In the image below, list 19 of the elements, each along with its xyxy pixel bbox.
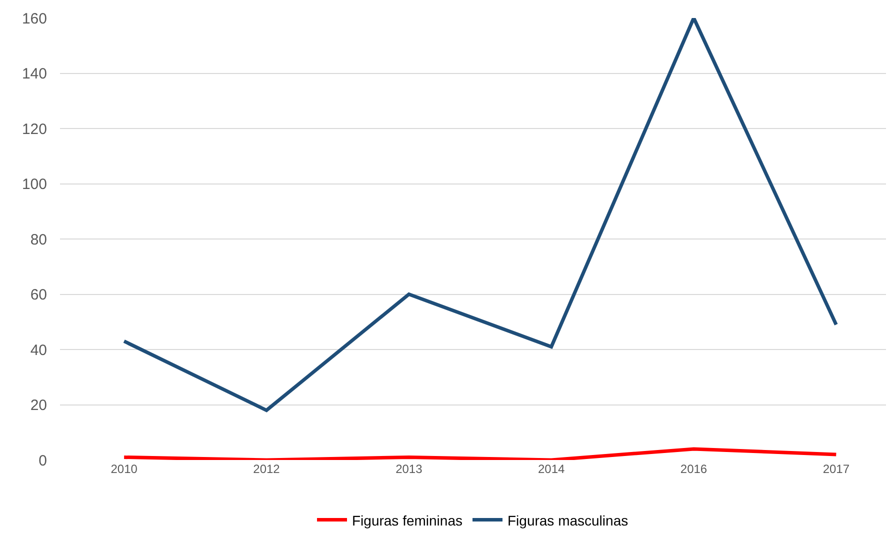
y-tick-label: 20 [30, 397, 47, 414]
x-tick-label: 2016 [680, 462, 708, 476]
y-tick-label: 40 [30, 342, 47, 359]
y-tick-label: 120 [22, 120, 47, 138]
y-tick-label: 140 [22, 66, 47, 82]
y-tick-label: 160 [22, 10, 47, 28]
y-tick-label: 100 [22, 176, 47, 193]
y-tick-label: 80 [30, 231, 47, 248]
y-tick-label: 0 [38, 452, 47, 470]
x-tick-label: 2012 [253, 462, 280, 476]
y-tick-label: 60 [30, 286, 47, 304]
line-series [122, 18, 838, 412]
x-tick-label: 2014 [538, 462, 565, 476]
legend-label: Figuras femininas [352, 512, 462, 528]
legend-label: Figuras masculinas [508, 512, 628, 528]
x-tick-label: 2010 [110, 462, 138, 476]
x-tick-label: 2017 [822, 462, 850, 476]
line-series [122, 447, 838, 460]
x-tick-label: 2013 [396, 462, 423, 476]
